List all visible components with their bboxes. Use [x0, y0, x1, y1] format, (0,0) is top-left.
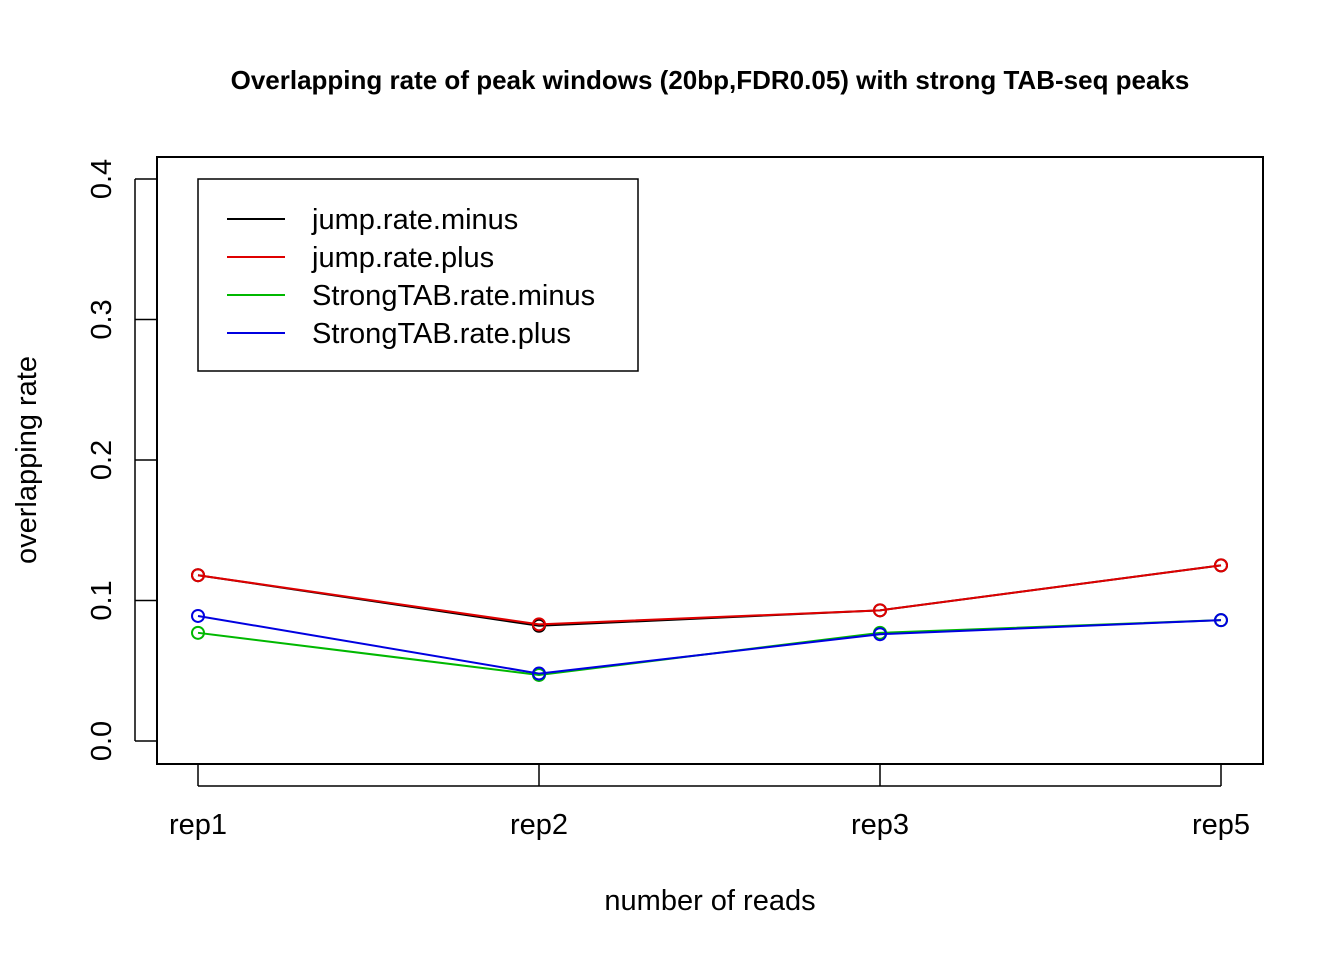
- series-StrongTAB.rate.plus: [191, 608, 1228, 681]
- data-point: [873, 627, 887, 642]
- series-line: [197, 619, 1222, 676]
- series-jump.rate.plus: [191, 558, 1228, 632]
- data-point: [1214, 558, 1228, 573]
- x-tick-label: rep5: [1192, 809, 1250, 841]
- series-StrongTAB.rate.minus: [191, 613, 1228, 682]
- data-point: [873, 603, 887, 618]
- y-tick-label: 0.0: [86, 721, 118, 761]
- x-tick-label: rep2: [510, 809, 568, 841]
- data-point: [532, 617, 546, 632]
- y-tick-label: 0.4: [86, 159, 118, 199]
- legend-label: jump.rate.plus: [311, 242, 494, 274]
- legend-label: StrongTAB.rate.plus: [312, 318, 571, 350]
- x-tick-label: rep1: [169, 809, 227, 841]
- series-line: [197, 614, 1222, 675]
- chart-title: Overlapping rate of peak windows (20bp,F…: [231, 65, 1190, 95]
- data-point: [191, 625, 205, 640]
- legend-label: jump.rate.minus: [311, 204, 518, 236]
- x-tick-label: rep3: [851, 809, 909, 841]
- y-axis: 0.0 0.1 0.2 0.3 0.4: [86, 159, 157, 761]
- series-jump.rate.minus: [191, 558, 1228, 633]
- series-line: [197, 564, 1222, 626]
- legend: jump.rate.minus jump.rate.plus StrongTAB.r…: [197, 178, 639, 372]
- x-axis: rep1 rep2 rep3 rep5: [169, 764, 1250, 841]
- y-tick-label: 0.2: [86, 440, 118, 480]
- data-point: [532, 666, 546, 681]
- y-tick-label: 0.1: [86, 580, 118, 620]
- y-tick-label: 0.3: [86, 299, 118, 339]
- data-point: [1214, 613, 1228, 628]
- legend-box: [197, 178, 639, 372]
- legend-label: StrongTAB.rate.minus: [312, 280, 595, 312]
- data-point: [191, 608, 205, 623]
- y-axis-label: overlapping rate: [11, 356, 43, 564]
- x-axis-label: number of reads: [604, 885, 815, 917]
- series-layer: [191, 558, 1228, 682]
- data-point: [191, 568, 205, 583]
